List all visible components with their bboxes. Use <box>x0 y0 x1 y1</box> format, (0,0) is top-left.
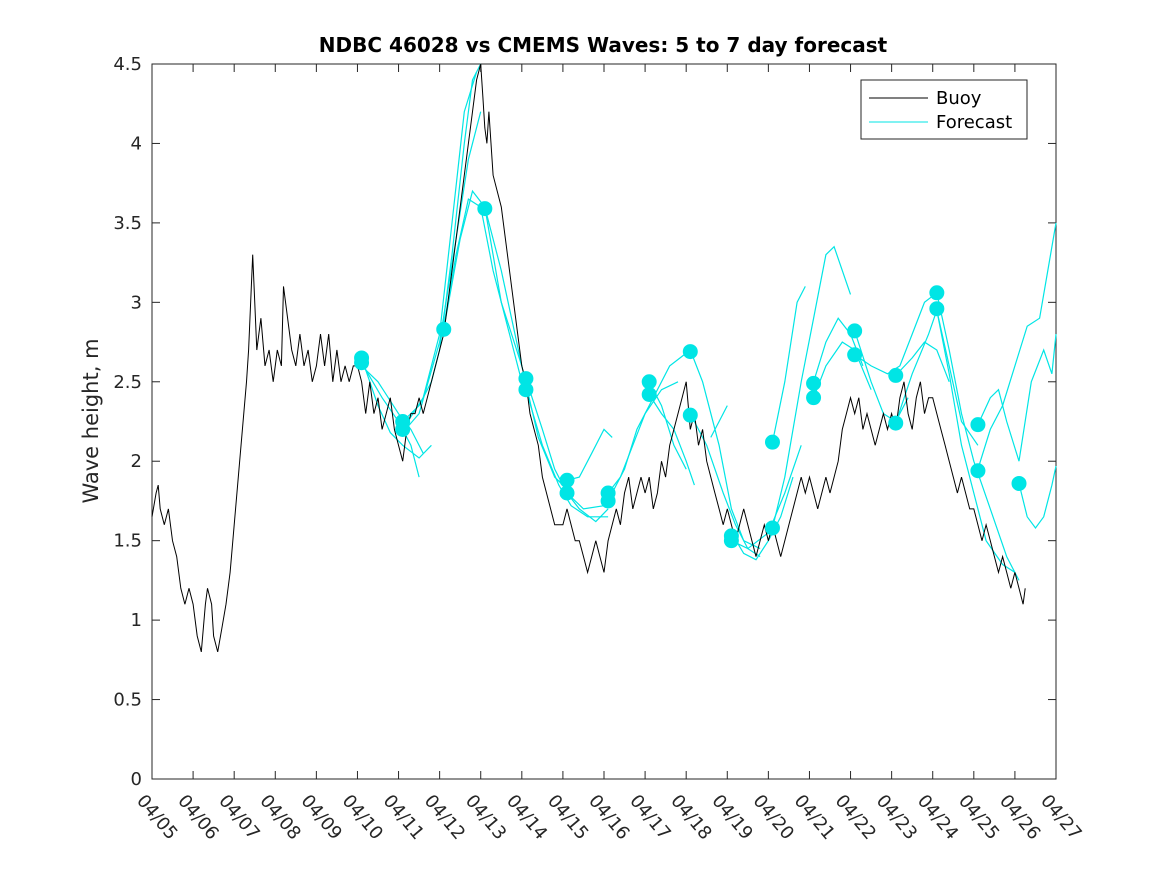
forecast-marker <box>764 520 780 536</box>
forecast-marker <box>477 201 493 217</box>
x-tick-label: 04/15 <box>543 791 592 844</box>
forecast-line <box>443 189 523 367</box>
forecast-marker <box>1011 475 1027 491</box>
x-tick-label: 04/24 <box>913 791 962 844</box>
legend-box <box>860 79 1028 140</box>
axes-box <box>151 63 1057 780</box>
forecast-marker <box>395 421 411 437</box>
y-tick-label: 1 <box>131 610 142 631</box>
y-tick-label: 0 <box>131 769 142 790</box>
chart-title: NDBC 46028 vs CMEMS Waves: 5 to 7 day fo… <box>319 33 888 57</box>
forecast-line <box>813 341 872 398</box>
y-tick-label: 1.5 <box>113 531 142 552</box>
x-tick-label: 04/05 <box>132 791 181 844</box>
x-tick-label: 04/20 <box>749 791 798 844</box>
forecast-marker <box>929 285 945 301</box>
x-tick-label: 04/23 <box>872 791 921 844</box>
forecast-marker <box>682 407 698 423</box>
forecast-line <box>710 405 728 438</box>
forecast-line <box>936 310 1016 573</box>
forecast-line <box>936 292 1020 581</box>
forecast-marker <box>600 493 616 509</box>
forecast-line <box>813 317 864 382</box>
forecast-marker <box>559 472 575 488</box>
forecast-marker <box>723 533 739 549</box>
forecast-line <box>977 334 1057 462</box>
x-tick-label: 04/07 <box>214 791 263 844</box>
forecast-marker <box>354 355 370 371</box>
forecast-marker <box>970 417 986 433</box>
forecast-line <box>607 349 691 502</box>
x-tick-label: 04/16 <box>584 791 633 844</box>
forecast-marker <box>518 382 534 398</box>
x-tick-label: 04/10 <box>338 791 387 844</box>
forecast-marker <box>847 347 863 363</box>
legend-buoy-label: Buoy <box>936 88 982 109</box>
forecast-marker <box>970 463 986 479</box>
y-tick-label: 4 <box>131 133 142 154</box>
y-tick-label: 4.5 <box>113 54 142 75</box>
y-tick-label: 3.5 <box>113 213 142 234</box>
x-tick-label: 04/27 <box>1036 791 1085 844</box>
y-axis-label: Wave height, m <box>79 338 103 503</box>
forecast-line <box>566 492 609 523</box>
x-tick-label: 04/09 <box>297 791 346 844</box>
x-tick-label: 04/08 <box>255 791 304 844</box>
buoy-line <box>151 63 1026 653</box>
forecast-line <box>977 222 1057 470</box>
x-tick-label: 04/12 <box>420 791 469 844</box>
legend-forecast-label: Forecast <box>936 112 1012 133</box>
x-tick-label: 04/22 <box>831 791 880 844</box>
x-tick-label: 04/11 <box>379 791 428 844</box>
forecast-line <box>854 292 938 375</box>
forecast-marker <box>641 374 657 390</box>
forecast-line <box>402 71 478 430</box>
plot-area: 0 0.5 1 1.5 2 2.5 3 3.5 4 4.5 04/0504/0604/0704/08… <box>113 54 1085 844</box>
forecast-marker <box>806 375 822 391</box>
x-tick-label: 04/21 <box>790 791 839 844</box>
y-tick-label: 0.5 <box>113 690 142 711</box>
forecast-marker <box>888 367 904 383</box>
forecast-marker <box>764 434 780 450</box>
forecast-marker <box>888 415 904 431</box>
x-tick-label: 04/17 <box>625 791 674 844</box>
legend: Buoy Forecast <box>860 79 1028 140</box>
forecast-marker <box>806 390 822 406</box>
forecast-line <box>895 341 950 383</box>
forecast-marker <box>929 301 945 317</box>
x-tick-label: 04/19 <box>707 791 756 844</box>
forecast-marker <box>847 323 863 339</box>
x-tick-label: 04/14 <box>502 791 551 844</box>
x-tick-label: 04/26 <box>995 791 1044 844</box>
x-tick-label: 04/06 <box>173 791 222 844</box>
forecast-line <box>771 245 852 529</box>
x-tick-label: 04/18 <box>666 791 715 844</box>
forecast-line <box>361 365 424 454</box>
forecast-marker <box>682 344 698 360</box>
y-tick-label: 3 <box>131 292 142 313</box>
y-tick-label: 2.5 <box>113 372 142 393</box>
forecast-line <box>730 476 794 561</box>
forecast-line <box>771 286 806 443</box>
forecast-marker <box>641 386 657 402</box>
forecast-line <box>689 349 761 550</box>
x-tick-label: 04/13 <box>461 791 510 844</box>
forecast-line <box>402 111 482 433</box>
forecast-marker <box>436 321 452 337</box>
forecast-line <box>1018 465 1057 530</box>
y-tick-label: 2 <box>131 451 142 472</box>
x-tick-label: 04/25 <box>954 791 1003 844</box>
forecast-line <box>607 381 679 494</box>
forecast-line <box>566 428 613 481</box>
forecast-marker <box>559 485 575 501</box>
